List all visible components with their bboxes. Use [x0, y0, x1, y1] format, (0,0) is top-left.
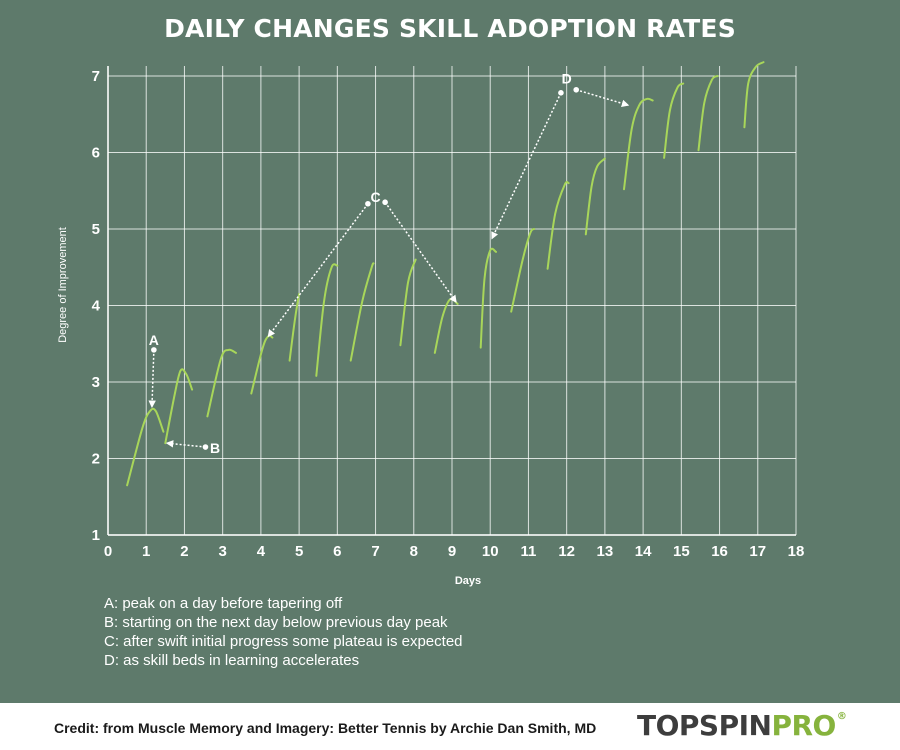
- daily-curve: [479, 247, 497, 349]
- brand-logo-part2: PRO: [771, 709, 836, 742]
- annotation-label: D: [562, 70, 572, 86]
- brand-logo: TOPSPINPRO®: [637, 709, 847, 742]
- grid: [107, 66, 797, 536]
- annotation-arrow: [491, 92, 562, 240]
- daily-curve: [399, 258, 417, 347]
- annotation-dot: [202, 444, 209, 450]
- credit-text: Credit: from Muscle Memory and Imagery: …: [54, 720, 597, 736]
- x-tick-label: 12: [558, 543, 575, 560]
- annotation-arrow: [165, 440, 206, 448]
- annotation-arrow: [384, 201, 457, 303]
- footer: Credit: from Muscle Memory and Imagery: …: [0, 703, 900, 750]
- y-tick-label: 7: [92, 68, 100, 85]
- daily-curve: [546, 180, 570, 270]
- x-tick-label: 17: [749, 543, 766, 560]
- annotation-arrow: [267, 203, 369, 338]
- x-tick-label: 16: [711, 543, 728, 560]
- note-d: D: as skill beds in learning accelerates: [104, 652, 360, 669]
- daily-curve: [288, 293, 301, 362]
- daily-curve: [623, 97, 654, 191]
- series: [126, 61, 765, 487]
- x-tick-label: 13: [597, 543, 614, 560]
- daily-curve: [510, 228, 536, 313]
- daily-curve: [433, 297, 459, 354]
- daily-curve: [743, 61, 765, 129]
- y-tick-label: 6: [92, 145, 100, 162]
- daily-curve: [663, 82, 685, 159]
- x-tick-label: 11: [521, 543, 537, 560]
- annotation-notes: A: peak on a day before tapering off B: …: [104, 594, 463, 670]
- x-tick-label: 18: [788, 543, 805, 560]
- x-tick-label: 6: [333, 543, 341, 560]
- annotation-dot: [365, 200, 371, 207]
- registered-mark: ®: [836, 711, 847, 722]
- daily-curve: [206, 348, 237, 418]
- note-c: C: after swift initial progress some pla…: [104, 633, 463, 650]
- x-tick-label: 0: [104, 543, 112, 560]
- x-tick-label: 15: [673, 543, 690, 560]
- annotation-dot: [573, 86, 580, 93]
- y-axis-label: Degree of Improvement: [57, 227, 69, 343]
- note-b: B: starting on the next day below previo…: [104, 614, 448, 631]
- annotation-label: B: [210, 440, 220, 456]
- x-tick-label: 5: [295, 543, 303, 560]
- x-tick-label: 14: [635, 543, 652, 560]
- note-a: A: peak on a day before tapering off: [104, 595, 343, 612]
- x-tick-label: 10: [482, 543, 499, 560]
- daily-curve: [584, 157, 606, 236]
- chart-title: DAILY CHANGES SKILL ADOPTION RATES: [164, 14, 736, 43]
- x-tick-label: 1: [142, 543, 150, 560]
- daily-curve: [315, 263, 339, 377]
- y-tick-label: 3: [92, 374, 100, 391]
- y-tick-label: 2: [92, 451, 100, 468]
- y-tick-label: 4: [92, 298, 101, 315]
- x-tick-label: 9: [448, 543, 456, 560]
- x-tick-label: 8: [410, 543, 418, 560]
- x-tick-label: 3: [218, 543, 226, 560]
- daily-curve: [164, 368, 194, 445]
- annotation-label: C: [370, 189, 380, 205]
- annotation-label: A: [149, 332, 159, 348]
- annotation-arrow: [576, 89, 630, 107]
- daily-curve: [697, 75, 719, 152]
- annotation-arrow: [148, 349, 156, 408]
- daily-curve: [250, 334, 274, 395]
- x-tick-label: 4: [257, 543, 266, 560]
- daily-curve: [126, 407, 165, 487]
- annotations: A B C D: [148, 70, 630, 456]
- y-tick-label: 5: [92, 221, 100, 238]
- y-tick-label: 1: [92, 527, 100, 544]
- x-tick-label: 2: [180, 543, 188, 560]
- x-axis-label: Days: [455, 575, 481, 587]
- daily-curve: [349, 262, 375, 362]
- brand-logo-part1: TOPSPIN: [637, 709, 772, 742]
- x-tick-label: 7: [371, 543, 379, 560]
